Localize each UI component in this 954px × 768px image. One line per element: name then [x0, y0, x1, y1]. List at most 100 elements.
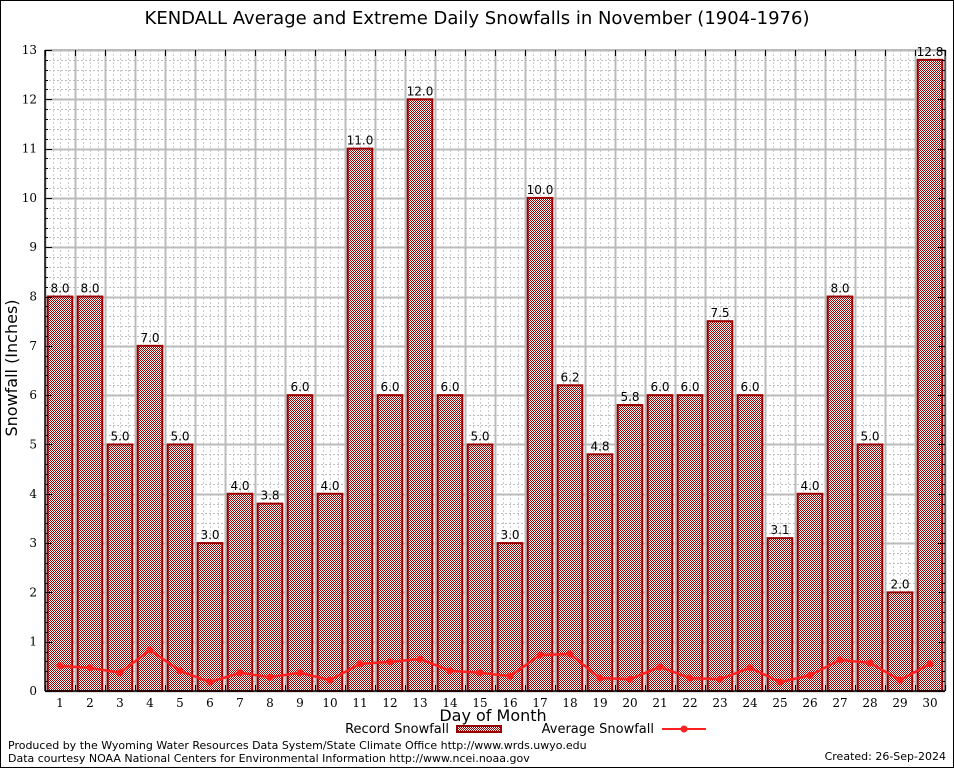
x-tick-label: 19 — [592, 696, 607, 710]
bar-value-label: 6.0 — [740, 380, 759, 394]
record-bar-day-25 — [766, 537, 794, 693]
legend-label-record: Record Snowfall — [345, 722, 449, 737]
average-marker-day-27 — [836, 656, 844, 664]
record-bar-day-15 — [466, 443, 494, 693]
average-marker-day-28 — [866, 659, 874, 667]
average-marker-day-9 — [296, 669, 304, 677]
average-marker-day-5 — [176, 667, 184, 675]
bar-value-label: 4.0 — [230, 479, 249, 493]
bar-value-label: 3.0 — [200, 528, 219, 542]
credit-line-1: Produced by the Wyoming Water Resources … — [8, 739, 587, 752]
bar-value-label: 5.8 — [620, 390, 639, 404]
record-bar-day-26 — [796, 492, 824, 692]
record-bar-day-24 — [736, 394, 764, 692]
y-tick-label: 5 — [29, 437, 37, 451]
record-bar-day-6 — [196, 542, 224, 692]
average-snowfall-line — [59, 648, 931, 684]
record-bar-day-17 — [526, 196, 554, 693]
bar-value-label: 8.0 — [80, 282, 99, 296]
average-marker-day-16 — [506, 672, 514, 680]
y-tick-label: 13 — [22, 43, 37, 57]
x-tick-label: 9 — [296, 696, 304, 710]
bar-value-label: 5.0 — [470, 429, 489, 443]
bar-value-label: 12.0 — [407, 84, 434, 98]
record-bar-day-30 — [916, 58, 944, 693]
x-tick-label: 13 — [412, 696, 427, 710]
average-marker-day-22 — [686, 674, 694, 682]
record-bar-day-19 — [586, 453, 614, 693]
record-bar-day-28 — [856, 443, 884, 693]
x-tick-label: 5 — [176, 696, 184, 710]
record-bar-day-22 — [676, 394, 704, 692]
average-marker-day-7 — [236, 669, 244, 677]
y-tick-label: 4 — [29, 487, 37, 501]
record-bar-day-1 — [46, 295, 74, 692]
bar-value-label: 2.0 — [890, 577, 909, 591]
labels-layer: 8.0 8.05.07.05.03.04.03.86.04.011.06.012.… — [22, 43, 944, 710]
bar-value-label: 6.0 — [380, 380, 399, 394]
x-tick-label: 1 — [56, 696, 64, 710]
x-tick-label: 8 — [266, 696, 274, 710]
bar-value-label: 3.1 — [770, 523, 789, 537]
x-tick-label: 6 — [206, 696, 214, 710]
bar-value-label: 6.0 — [290, 380, 309, 394]
average-marker-day-11 — [356, 660, 364, 668]
average-marker-day-26 — [806, 671, 814, 679]
record-bar-day-20 — [616, 404, 644, 692]
bar-value-label: 3.8 — [260, 489, 279, 503]
average-marker-day-12 — [386, 658, 394, 666]
y-tick-label: 11 — [22, 142, 37, 156]
record-bar-day-18 — [556, 384, 584, 692]
bar-value-label: 6.0 — [650, 380, 669, 394]
credit-line-2: Data courtesy NOAA National Centers for … — [8, 752, 530, 765]
axis-layer — [44, 49, 946, 692]
record-bar-day-13 — [406, 98, 434, 693]
x-tick-label: 24 — [742, 696, 758, 710]
average-marker-day-20 — [626, 675, 634, 683]
y-tick-label: 3 — [29, 536, 37, 550]
record-bar-day-21 — [646, 394, 674, 692]
record-bar-day-9 — [286, 394, 314, 692]
x-tick-label: 11 — [352, 696, 367, 710]
record-bar-day-8 — [256, 502, 284, 692]
x-tick-label: 20 — [622, 696, 637, 710]
x-tick-label: 23 — [712, 696, 727, 710]
x-tick-label: 29 — [892, 696, 907, 710]
average-marker-day-21 — [656, 663, 664, 671]
average-marker-day-13 — [416, 655, 424, 663]
average-marker-day-2 — [86, 664, 94, 672]
record-bar-day-23 — [706, 320, 734, 692]
bar-value-label: 7.0 — [140, 331, 159, 345]
y-tick-label: 2 — [29, 585, 37, 599]
y-tick-label: 7 — [29, 339, 37, 353]
x-tick-label: 22 — [682, 696, 697, 710]
bar-value-label: 3.0 — [500, 528, 519, 542]
bar-value-label: 6.0 — [680, 380, 699, 394]
x-tick-label: 25 — [772, 696, 787, 710]
legend: Record Snowfall Average Snowfall — [345, 722, 706, 737]
record-bar-day-3 — [106, 443, 134, 693]
average-marker-day-3 — [116, 669, 124, 677]
created-date: Created: 26-Sep-2024 — [824, 750, 946, 763]
x-tick-label: 16 — [502, 696, 517, 710]
record-bar-day-11 — [346, 147, 374, 693]
average-line-layer — [56, 646, 934, 686]
bar-value-label: 7.5 — [710, 306, 729, 320]
y-tick-label: 1 — [29, 635, 37, 649]
average-marker-day-6 — [206, 678, 214, 686]
record-bar-day-27 — [826, 295, 854, 692]
record-bar-day-12 — [376, 394, 404, 692]
record-bar-day-7 — [226, 492, 254, 692]
bar-value-label: 6.0 — [440, 380, 459, 394]
bar-value-label: 12.8 — [917, 45, 944, 59]
x-tick-label: 28 — [862, 696, 877, 710]
bar-value-label: 4.0 — [320, 479, 339, 493]
record-bar-day-4 — [136, 344, 164, 692]
bar-value-label: 6.2 — [560, 370, 579, 384]
average-marker-day-17 — [536, 651, 544, 659]
chart-title: KENDALL Average and Extreme Daily Snowfa… — [144, 8, 810, 29]
average-marker-day-10 — [326, 676, 334, 684]
legend-swatch-average-marker — [680, 725, 688, 733]
x-tick-label: 14 — [442, 696, 458, 710]
y-tick-label: 0 — [29, 684, 37, 698]
